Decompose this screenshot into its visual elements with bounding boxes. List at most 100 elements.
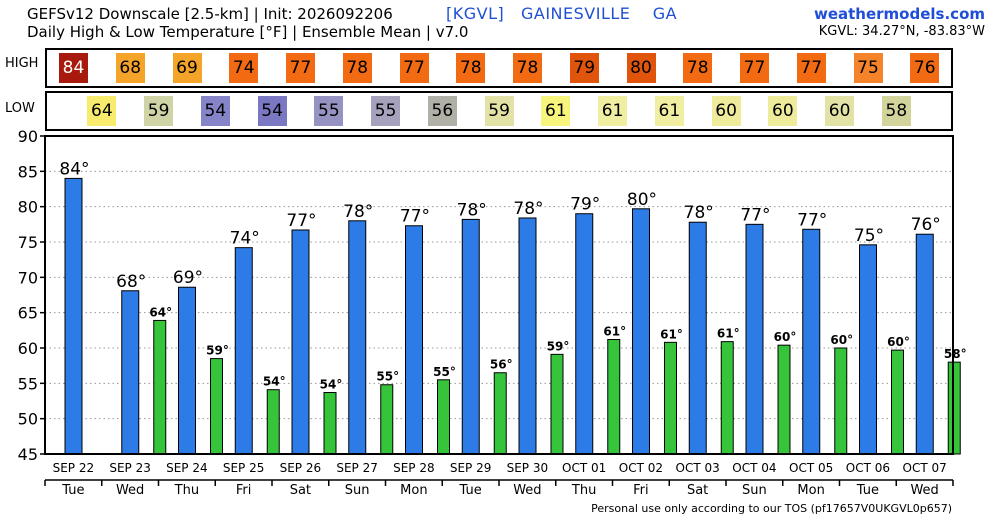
x-day-label: Sun — [742, 483, 767, 498]
high-bar — [234, 247, 253, 455]
high-strip-cell: 76 — [910, 53, 940, 83]
low-bar — [266, 389, 280, 455]
high-value-label: 76° — [911, 215, 941, 235]
low-value-label: 54° — [263, 375, 286, 389]
high-bar — [802, 228, 821, 455]
station-coordinates: KGVL: 34.27°N, -83.83°W — [818, 24, 985, 39]
high-bar — [348, 220, 367, 455]
high-strip-cell: 77 — [740, 53, 769, 83]
low-bar — [777, 344, 791, 455]
low-strip-cell: 55 — [314, 96, 344, 126]
high-value-label: 78° — [343, 202, 373, 222]
low-bar — [607, 339, 621, 455]
low-value-label: 59° — [547, 339, 570, 353]
low-strip-cell: 60 — [825, 96, 855, 126]
x-day-label: Wed — [910, 483, 938, 498]
high-bar — [518, 217, 537, 455]
x-day-label: Mon — [797, 483, 824, 498]
low-value-label: 59° — [206, 344, 229, 358]
high-bar — [291, 229, 310, 455]
low-bar — [891, 349, 904, 455]
high-strip-cell: 84 — [59, 53, 88, 83]
low-strip-cell: 64 — [87, 96, 117, 126]
low-value-label: 54° — [320, 378, 343, 392]
high-bar — [859, 244, 877, 455]
x-date-label: SEP 29 — [450, 461, 492, 475]
high-temperature-strip: 84 68 69 74 77 78 77 78 78 79 80 78 77 77 75 76 — [45, 48, 953, 88]
y-tick-label: 45 — [18, 445, 38, 464]
x-date-label: OCT 04 — [732, 461, 776, 475]
low-value-label: 55° — [433, 365, 456, 379]
low-value-label: 60° — [830, 333, 853, 347]
high-strip-cell: 78 — [342, 53, 372, 83]
low-strip-cell: 61 — [541, 96, 571, 126]
high-bar — [405, 225, 423, 455]
high-bar — [64, 177, 83, 455]
high-strip-cell: 79 — [569, 53, 599, 83]
high-bar — [745, 223, 764, 455]
x-day-label: Thu — [174, 483, 199, 498]
high-strip-cell: 77 — [796, 53, 826, 83]
plot-frame — [44, 135, 954, 455]
x-date-label: OCT 03 — [676, 461, 720, 475]
x-date-label: SEP 24 — [166, 461, 208, 475]
low-bar — [323, 392, 337, 455]
y-tick-label: 70 — [18, 268, 38, 287]
low-strip-cell: 54 — [257, 96, 287, 126]
high-bar — [575, 213, 594, 455]
x-date-label: OCT 02 — [619, 461, 663, 475]
x-day-label: Sat — [290, 483, 311, 498]
high-strip-cell: 80 — [626, 53, 656, 83]
high-value-label: 69° — [173, 268, 203, 288]
x-date-label: SEP 23 — [109, 461, 151, 475]
low-bar — [493, 372, 507, 455]
low-strip-cell: 60 — [711, 96, 741, 126]
site-link[interactable]: weathermodels.com — [813, 5, 985, 23]
high-strip-cell: 77 — [286, 53, 315, 83]
x-date-label: SEP 25 — [223, 461, 265, 475]
high-bar — [688, 221, 707, 455]
high-bar — [178, 286, 196, 455]
x-day-label: Fri — [633, 483, 649, 498]
high-value-label: 77° — [400, 207, 430, 227]
high-value-label: 78° — [513, 199, 543, 219]
high-value-label: 77° — [286, 211, 316, 231]
footer-tos: Personal use only according to our TOS (… — [591, 502, 952, 515]
high-value-label: 74° — [230, 229, 260, 249]
low-value-label: 56° — [490, 358, 513, 372]
high-strip-cell: 69 — [172, 53, 202, 83]
x-date-label: OCT 06 — [846, 461, 890, 475]
low-strip-cell: 61 — [654, 96, 684, 126]
high-strip-cell: 75 — [853, 53, 883, 83]
y-tick-label: 80 — [18, 198, 38, 217]
low-strip-cell: 59 — [144, 96, 174, 126]
low-value-label: 55° — [376, 370, 399, 384]
low-strip-cell: 58 — [881, 96, 911, 126]
x-date-label: OCT 01 — [562, 461, 606, 475]
low-strip-cell: 61 — [598, 96, 628, 126]
high-value-label: 84° — [59, 159, 89, 179]
x-day-label: Wed — [116, 483, 144, 498]
low-bar — [947, 361, 961, 455]
low-bar — [720, 341, 734, 455]
high-value-label: 80° — [627, 190, 657, 210]
high-bar — [632, 208, 650, 455]
x-day-label: Tue — [856, 483, 879, 498]
low-value-label: 60° — [887, 335, 910, 349]
low-value-label: 64° — [149, 305, 172, 319]
high-value-label: 77° — [797, 210, 827, 230]
y-tick-label: 60 — [18, 339, 38, 358]
y-tick-label: 55 — [18, 374, 38, 393]
low-bar — [834, 347, 848, 455]
x-date-label: OCT 05 — [789, 461, 833, 475]
y-tick-label: 85 — [18, 162, 38, 181]
station-label: [KGVL] GAINESVILLE GA — [446, 4, 678, 23]
high-strip-cell: 68 — [115, 53, 145, 83]
x-day-label: Thu — [571, 483, 596, 498]
high-strip-cell: 74 — [229, 53, 259, 83]
low-bar — [437, 379, 450, 455]
low-bar — [210, 358, 223, 455]
x-day-label: Sun — [345, 483, 370, 498]
high-strip-cell: 77 — [399, 53, 429, 83]
